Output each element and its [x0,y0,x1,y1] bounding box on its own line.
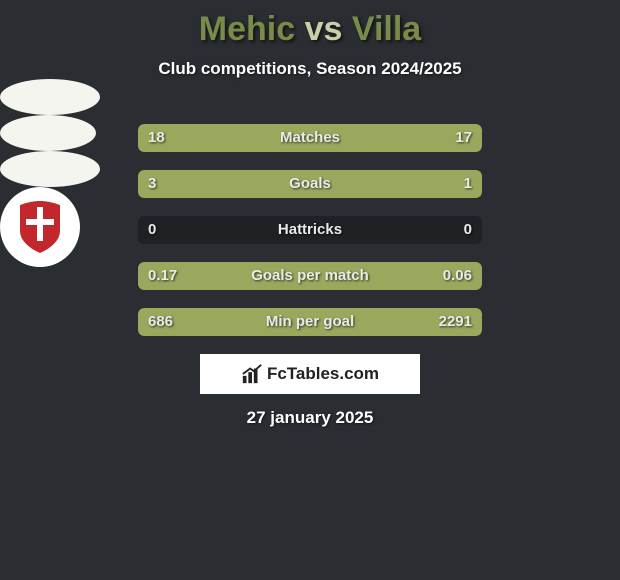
bar-value-right: 0 [464,216,472,244]
shield-icon [20,201,60,253]
stat-bar-row: 686Min per goal2291 [138,308,482,336]
stat-bars: 18Matches17 3Goals1 0Hattricks0 0.17Goals p… [138,124,482,354]
player-right-club-badge [0,187,80,267]
brand-text: FcTables.com [267,364,379,384]
player-right-badge-1 [0,151,100,187]
player-left-badge-1 [0,79,100,115]
bar-label: Min per goal [138,308,482,336]
stat-bar-row: 18Matches17 [138,124,482,152]
date-label: 27 january 2025 [0,408,620,428]
page-title: Mehic vs Villa [0,0,620,49]
subtitle: Club competitions, Season 2024/2025 [0,59,620,79]
brand-box: FcTables.com [200,354,420,394]
chart-icon [241,363,263,385]
bar-label: Hattricks [138,216,482,244]
title-vs: vs [305,10,343,48]
stat-bar-row: 0.17Goals per match0.06 [138,262,482,290]
bar-label: Goals per match [138,262,482,290]
stat-bar-row: 3Goals1 [138,170,482,198]
bar-label: Goals [138,170,482,198]
bar-value-right: 2291 [439,308,472,336]
bar-label: Matches [138,124,482,152]
title-left: Mehic [199,10,295,48]
player-left-badge-2 [0,115,96,151]
bar-value-right: 17 [455,124,472,152]
bar-value-right: 0.06 [443,262,472,290]
bar-value-right: 1 [464,170,472,198]
title-right: Villa [352,10,421,48]
stat-bar-row: 0Hattricks0 [138,216,482,244]
